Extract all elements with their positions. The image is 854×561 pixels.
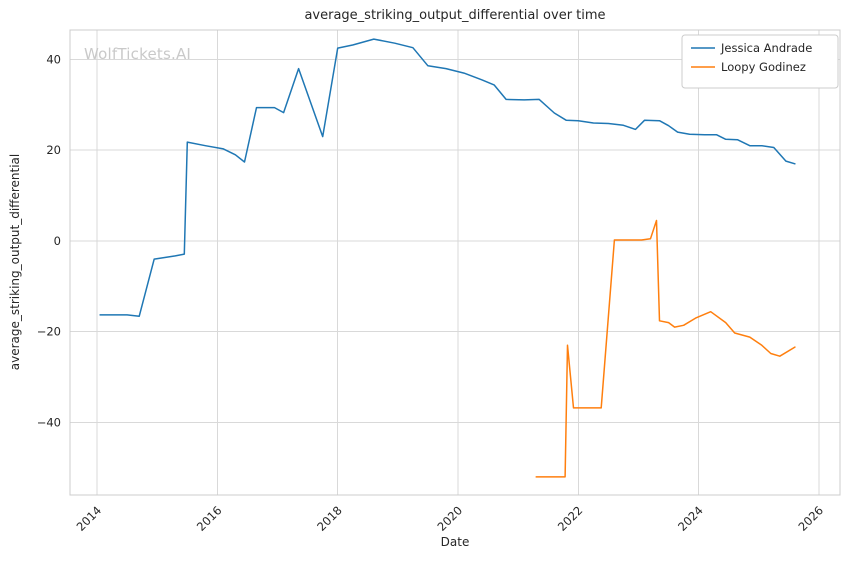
legend: Jessica Andrade Loopy Godinez: [681, 34, 839, 89]
legend-box: [681, 34, 839, 89]
y-tick-label: −40: [37, 415, 61, 429]
legend-label-jessica-andrade: Jessica Andrade: [720, 41, 812, 55]
y-tick-label: 20: [46, 143, 61, 157]
x-tick-label: 2024: [675, 503, 706, 534]
y-tick-label: 0: [54, 234, 61, 248]
series-line-loopy-godinez: [535, 219, 796, 478]
y-axis-label: average_striking_output_differential: [8, 153, 22, 371]
series-line-jessica-andrade: [99, 38, 796, 318]
plot-area: [70, 30, 840, 495]
x-tick-label: 2020: [435, 503, 466, 534]
plot-border: [69, 29, 841, 496]
x-tick-label: 2014: [74, 503, 105, 534]
x-tick-label: 2018: [314, 503, 345, 534]
x-tick-label: 2016: [194, 503, 225, 534]
legend-label-loopy-godinez: Loopy Godinez: [721, 60, 806, 74]
watermark: WolfTickets.AI: [84, 45, 192, 63]
x-tick-label: 2026: [795, 503, 826, 534]
chart-title: average_striking_output_differential ove…: [304, 8, 606, 23]
x-axis-label: Date: [440, 535, 470, 549]
y-tick-label: −20: [37, 325, 61, 339]
x-tick-label: 2022: [555, 503, 586, 534]
y-tick-label: 40: [46, 52, 61, 66]
